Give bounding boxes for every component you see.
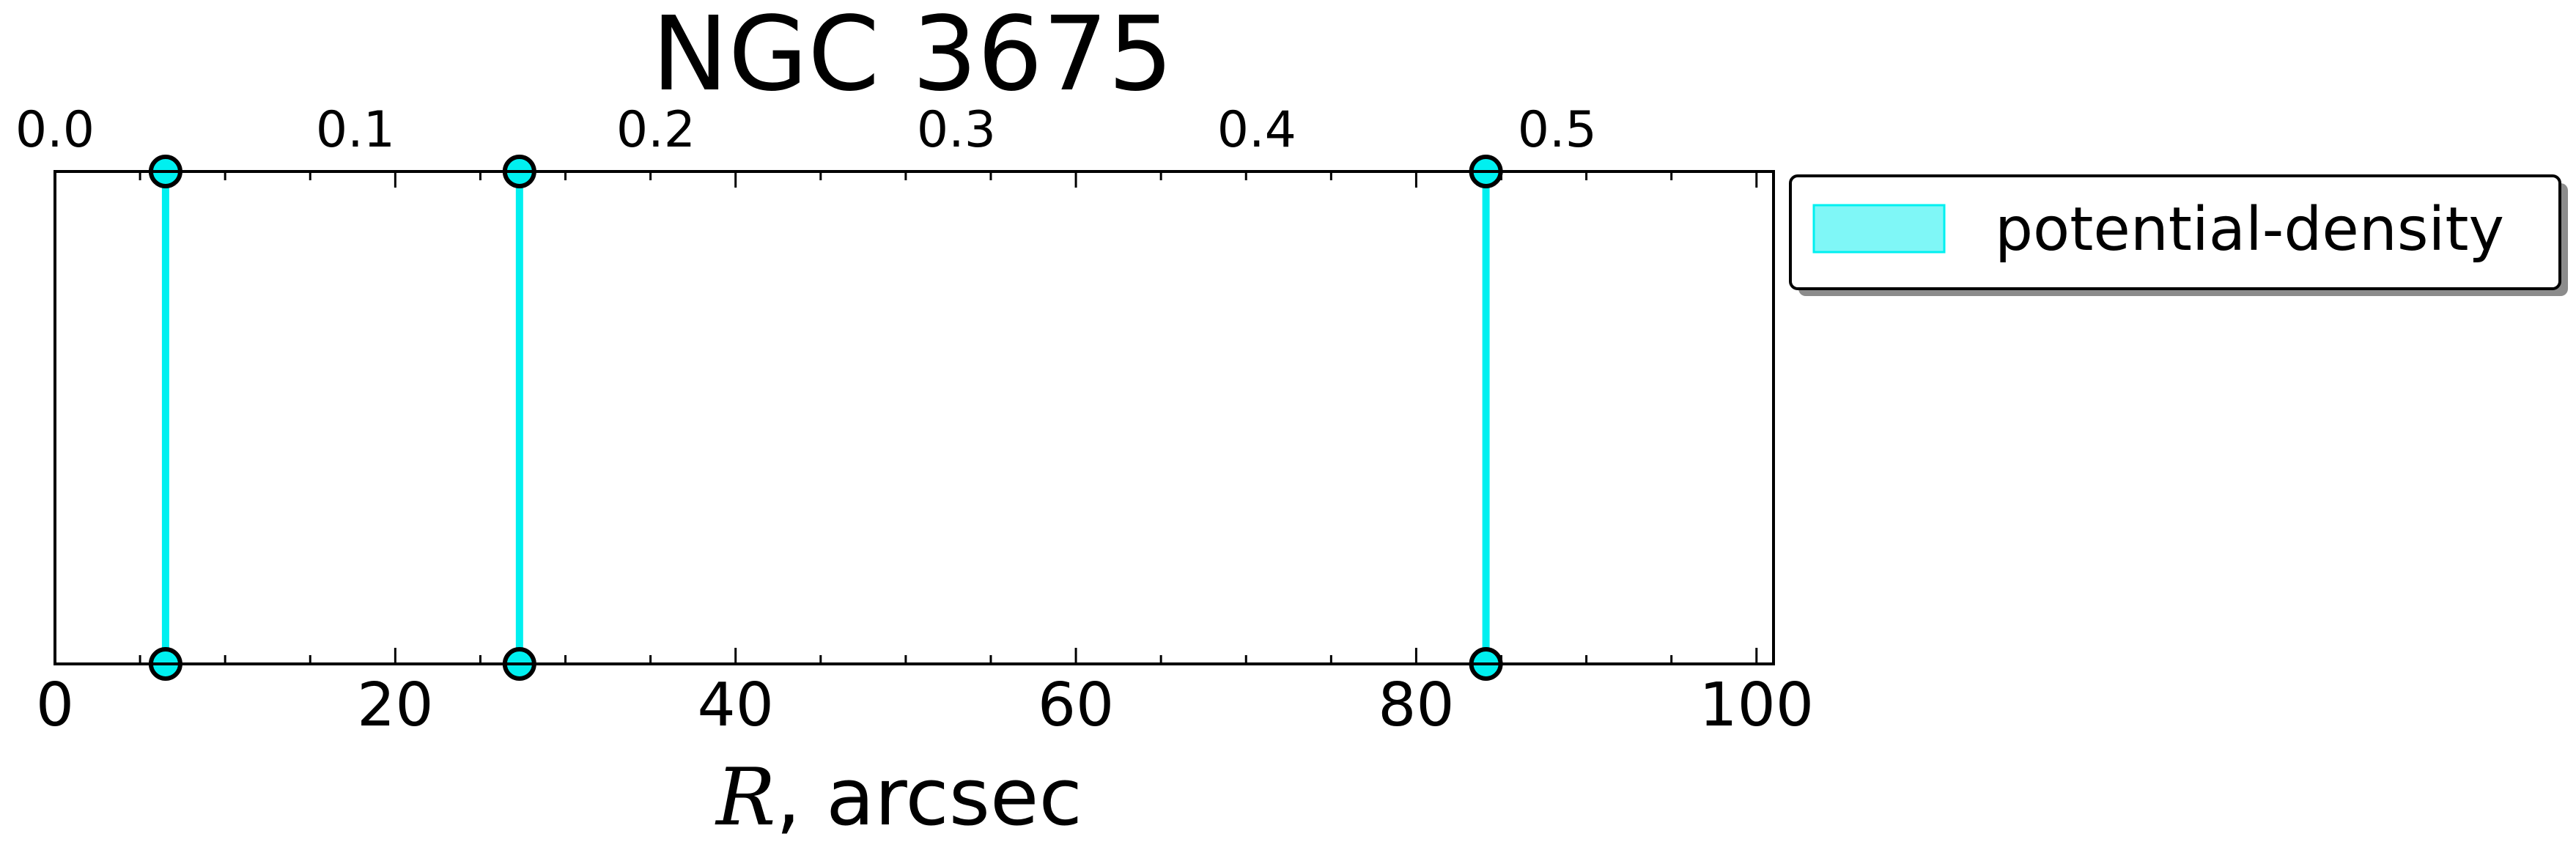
plot-area [53,170,1775,665]
legend-swatch [1812,204,1946,254]
x-tick-label: 20 [357,671,433,740]
x-axis-label: R, arcsec [715,752,1082,843]
top-x-tick-label: 0.0 [15,101,95,159]
x-axis-top: 0.0 0.1 0.2 0.3 0.4 0.5 [15,101,1597,159]
x-axis-bottom: 0 20 40 60 80 100 [36,171,1814,740]
x-tick-label: 100 [1700,671,1815,740]
x-tick-label: 0 [36,671,74,740]
x-axis-label-variable: R [715,752,775,843]
top-x-tick-label: 0.2 [616,101,695,159]
top-x-tick-label: 0.5 [1518,101,1597,159]
top-x-tick-label: 0.3 [917,101,996,159]
x-axis-label-unit: , arcsec [775,752,1082,843]
legend-box [1789,174,2561,290]
x-tick-label: 40 [698,671,774,740]
chart-title: NGC 3675 [652,0,1173,114]
legend: potential-density [1789,174,2568,296]
x-tick-label: 60 [1038,671,1114,740]
series-marks [148,155,1503,681]
top-x-tick-label: 0.1 [316,101,395,159]
top-x-tick-label: 0.4 [1217,101,1296,159]
legend-label: potential-density [1995,195,2504,265]
x-tick-label: 80 [1378,671,1454,740]
